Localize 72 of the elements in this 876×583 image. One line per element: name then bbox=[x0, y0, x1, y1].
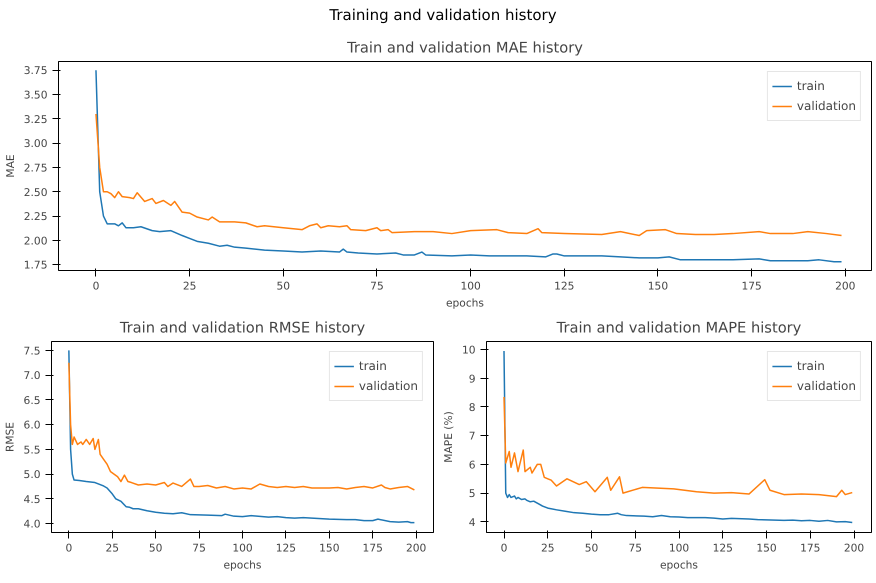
y-tick-label: 7 bbox=[468, 430, 476, 443]
legend-label: train bbox=[796, 79, 825, 93]
x-tick-label: 175 bbox=[800, 542, 820, 554]
y-tick-label: 7.5 bbox=[24, 344, 41, 358]
line-series bbox=[503, 350, 853, 524]
x-tick-label: 100 bbox=[668, 542, 690, 554]
legend-label: train bbox=[796, 359, 825, 373]
y-tick-label: 2.50 bbox=[24, 186, 48, 199]
y-tick-label: 8 bbox=[468, 400, 476, 414]
x-tick-label: 0 bbox=[92, 280, 100, 292]
x-tick-label: 200 bbox=[835, 280, 856, 292]
chart-title: Train and validation MAPE history bbox=[556, 320, 802, 336]
y-tick-label: 5.0 bbox=[24, 468, 41, 482]
x-tick-label: 0 bbox=[500, 542, 508, 554]
x-tick-label: 25 bbox=[105, 542, 120, 554]
x-axis-title: epochs bbox=[446, 296, 484, 310]
y-tick-label: 10 bbox=[462, 344, 476, 357]
x-tick-label: 125 bbox=[554, 280, 574, 292]
line-series bbox=[68, 350, 416, 524]
y-tick-label: 1.75 bbox=[24, 258, 48, 272]
x-tick-label: 75 bbox=[370, 280, 384, 292]
y-tick-label: 3.00 bbox=[24, 137, 48, 150]
y-tick-label: 5 bbox=[468, 487, 476, 500]
x-tick-label: 175 bbox=[362, 542, 383, 554]
line-series bbox=[503, 396, 853, 498]
x-tick-label: 150 bbox=[756, 542, 777, 554]
x-tick-label: 50 bbox=[148, 542, 163, 554]
x-tick-label: 200 bbox=[406, 542, 427, 554]
legend-label: validation bbox=[796, 379, 856, 393]
x-tick-label: 50 bbox=[276, 280, 290, 292]
y-axis-title: MAE bbox=[4, 154, 17, 178]
y-tick-label: 6 bbox=[468, 458, 476, 472]
y-tick-label: 6.5 bbox=[24, 394, 41, 407]
y-tick-label: 2.75 bbox=[24, 161, 48, 174]
x-tick-label: 25 bbox=[182, 280, 196, 292]
x-tick-label: 100 bbox=[460, 280, 482, 292]
y-tick-label: 2.00 bbox=[24, 234, 48, 248]
y-axis-title: RMSE bbox=[4, 422, 17, 452]
y-tick-label: 3.25 bbox=[24, 112, 48, 126]
line-series bbox=[95, 113, 842, 236]
x-axis-title: epochs bbox=[660, 558, 698, 572]
x-tick-label: 125 bbox=[276, 542, 296, 554]
x-tick-label: 0 bbox=[65, 542, 72, 554]
y-tick-label: 4.0 bbox=[24, 518, 41, 531]
x-tick-label: 50 bbox=[584, 542, 598, 554]
x-tick-label: 150 bbox=[648, 280, 668, 292]
text: Training and validation history bbox=[329, 5, 557, 26]
y-tick-label: 4.5 bbox=[24, 492, 41, 506]
y-tick-label: 5.5 bbox=[24, 443, 41, 456]
legend-label: validation bbox=[796, 99, 856, 113]
line-series bbox=[68, 362, 416, 491]
y-tick-label: 6.0 bbox=[24, 418, 41, 432]
y-tick-label: 3.75 bbox=[24, 64, 48, 78]
x-tick-label: 75 bbox=[192, 542, 206, 554]
legend-label: train bbox=[358, 359, 387, 373]
legend-label: validation bbox=[358, 379, 418, 393]
y-tick-label: 2.25 bbox=[24, 210, 48, 224]
y-tick-label: 7.0 bbox=[24, 369, 41, 382]
y-axis-title: MAPE (%) bbox=[442, 411, 455, 463]
x-axis-title: epochs bbox=[224, 558, 262, 572]
chart-title: Train and validation MAE history bbox=[346, 40, 584, 56]
x-tick-label: 150 bbox=[319, 542, 340, 554]
x-tick-label: 25 bbox=[540, 542, 555, 554]
x-tick-label: 125 bbox=[712, 542, 733, 554]
x-tick-label: 75 bbox=[628, 542, 642, 554]
x-tick-label: 100 bbox=[232, 542, 253, 554]
y-tick-label: 9 bbox=[468, 372, 476, 386]
x-tick-label: 175 bbox=[741, 280, 762, 292]
chart-title: Train and validation RMSE history bbox=[118, 320, 366, 336]
y-tick-label: 3.50 bbox=[24, 88, 48, 102]
x-tick-label: 200 bbox=[844, 542, 864, 554]
y-tick-label: 4 bbox=[468, 516, 476, 529]
